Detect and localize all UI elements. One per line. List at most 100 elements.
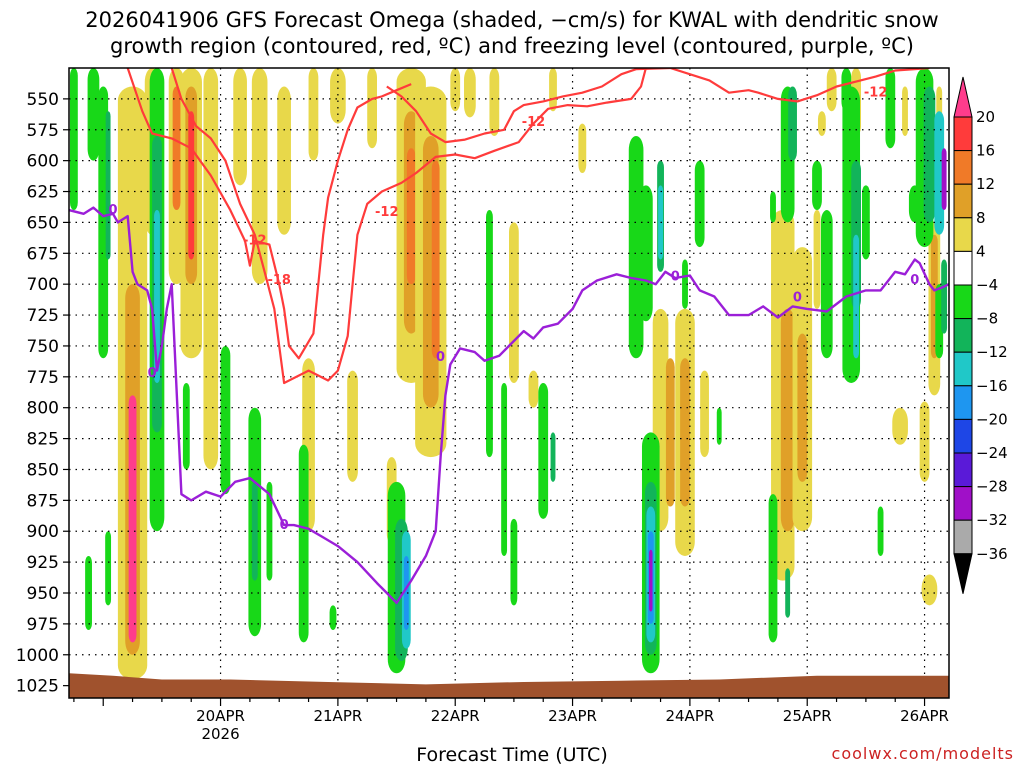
omega-shading-layer bbox=[69, 68, 948, 680]
colorbar-swatch bbox=[953, 250, 973, 286]
descent-blob bbox=[934, 111, 945, 235]
contour-labels: -12 -18 -12 -12 -12 0 0 0 0 0 0 0 bbox=[108, 85, 919, 532]
contour-label-purple: 0 bbox=[793, 290, 802, 305]
ascent-blob bbox=[509, 222, 519, 383]
colorbar-label: −28 bbox=[976, 478, 1008, 496]
colorbar-label: −12 bbox=[976, 343, 1008, 361]
contour-label-red: -18 bbox=[267, 273, 291, 288]
colorbar-label: −20 bbox=[976, 410, 1008, 428]
dotted-grid bbox=[69, 68, 949, 698]
y-tick-label: 975 bbox=[27, 615, 59, 635]
colorbar-label: 8 bbox=[976, 209, 986, 227]
colorbar-swatch bbox=[953, 519, 973, 555]
descent-blob bbox=[251, 481, 258, 581]
x-tick-label: 24APR bbox=[665, 707, 714, 725]
ascent-blob bbox=[367, 68, 377, 149]
ascent-blob bbox=[528, 370, 539, 408]
descent-blob bbox=[329, 605, 337, 631]
ascent-blob bbox=[188, 111, 195, 260]
y-tick-label: 625 bbox=[27, 183, 59, 203]
descent-blob bbox=[486, 210, 493, 458]
colorbar-cap-top bbox=[953, 76, 973, 118]
ascent-blob bbox=[797, 333, 808, 482]
y-tick-label: 675 bbox=[27, 244, 59, 264]
contour-label-red: -12 bbox=[243, 234, 267, 249]
ascent-blob bbox=[817, 111, 826, 136]
chart-title-line-2: growth region (contoured, red, ºC) and f… bbox=[110, 34, 914, 58]
contour-label-purple: 0 bbox=[436, 350, 445, 365]
colorbar-swatch bbox=[953, 284, 973, 320]
ascent-blob bbox=[172, 86, 181, 211]
chart-title-line-1: 2026041906 GFS Forecast Omega (shaded, −… bbox=[85, 8, 939, 32]
colorbar-swatch bbox=[953, 418, 973, 454]
contour-label-purple: 0 bbox=[671, 269, 680, 284]
colorbar-swatch bbox=[953, 486, 973, 521]
colorbar-cap-bottom bbox=[953, 553, 973, 594]
freezing-level-line bbox=[69, 206, 949, 605]
descent-blob bbox=[550, 432, 556, 482]
omega-colorbar: 20 16 12 8 4 −4 −8 −12 −16 −20 −24 −28 −32 −36 bbox=[953, 76, 1008, 594]
dendritic-contour-line bbox=[386, 68, 930, 144]
y-tick-label: 650 bbox=[27, 213, 59, 233]
ascent-blob bbox=[902, 86, 908, 136]
ascent-blob bbox=[406, 148, 416, 285]
x-tick-label: 25APR bbox=[783, 707, 832, 725]
ascent-blob bbox=[700, 370, 709, 458]
colorbar-swatch bbox=[953, 183, 973, 219]
y-tick-label: 850 bbox=[27, 460, 59, 480]
y-tick-label: 900 bbox=[27, 522, 59, 542]
colorbar-swatch bbox=[953, 217, 973, 252]
descent-blob bbox=[220, 345, 231, 495]
dendritic-contour-line bbox=[170, 68, 647, 385]
contour-layer bbox=[69, 68, 949, 605]
colorbar-swatch bbox=[953, 452, 973, 488]
ascent-blob bbox=[128, 395, 137, 643]
descent-blob bbox=[853, 234, 860, 359]
ascent-blob bbox=[489, 68, 500, 136]
descent-blob bbox=[266, 481, 273, 581]
y-tick-label: 925 bbox=[27, 553, 59, 573]
y-tick-label: 550 bbox=[27, 90, 59, 110]
descent-blob bbox=[941, 148, 947, 211]
colorbar-swatch bbox=[953, 116, 973, 152]
y-tick-label: 875 bbox=[27, 491, 59, 511]
descent-blob bbox=[649, 549, 653, 612]
ascent-blob bbox=[780, 308, 795, 532]
descent-blob bbox=[510, 518, 518, 606]
ascent-blob bbox=[578, 123, 587, 173]
colorbar-swatch bbox=[953, 385, 973, 420]
contour-label-red: -12 bbox=[375, 205, 399, 220]
colorbar-label: −16 bbox=[976, 377, 1008, 395]
contour-label-purple: 0 bbox=[108, 203, 117, 218]
y-tick-label: 775 bbox=[27, 368, 59, 388]
y-tick-label: 600 bbox=[27, 152, 59, 172]
contour-label-purple: 0 bbox=[910, 273, 919, 288]
ground-terrain bbox=[69, 673, 949, 698]
ascent-blob bbox=[464, 68, 476, 118]
descent-blob bbox=[682, 259, 688, 309]
contour-label-purple: 0 bbox=[280, 518, 289, 533]
descent-blob bbox=[694, 160, 705, 248]
ascent-blob bbox=[251, 68, 268, 285]
credit-link[interactable]: coolwx.com/modelts bbox=[831, 744, 1014, 763]
y-tick-label: 800 bbox=[27, 399, 59, 419]
descent-blob bbox=[298, 444, 309, 643]
descent-blob bbox=[885, 68, 896, 149]
descent-blob bbox=[820, 210, 833, 359]
colorbar-label: 12 bbox=[976, 175, 995, 193]
y-tick-label: 750 bbox=[27, 337, 59, 357]
descent-blob bbox=[941, 259, 948, 334]
colorbar-label: 20 bbox=[976, 108, 995, 126]
ascent-blob bbox=[665, 358, 675, 507]
x-tick-label: 20APR bbox=[196, 707, 245, 725]
x-tick-label: 21APR bbox=[313, 707, 362, 725]
y-tick-label: 825 bbox=[27, 430, 59, 450]
descent-blob bbox=[87, 68, 100, 161]
plot-frame bbox=[68, 67, 950, 699]
dendritic-contour-line bbox=[126, 68, 412, 360]
x-tick-year-label: 2026 bbox=[201, 725, 239, 743]
descent-blob bbox=[69, 68, 78, 211]
ascent-blob bbox=[919, 401, 930, 482]
descent-blob bbox=[105, 531, 112, 606]
